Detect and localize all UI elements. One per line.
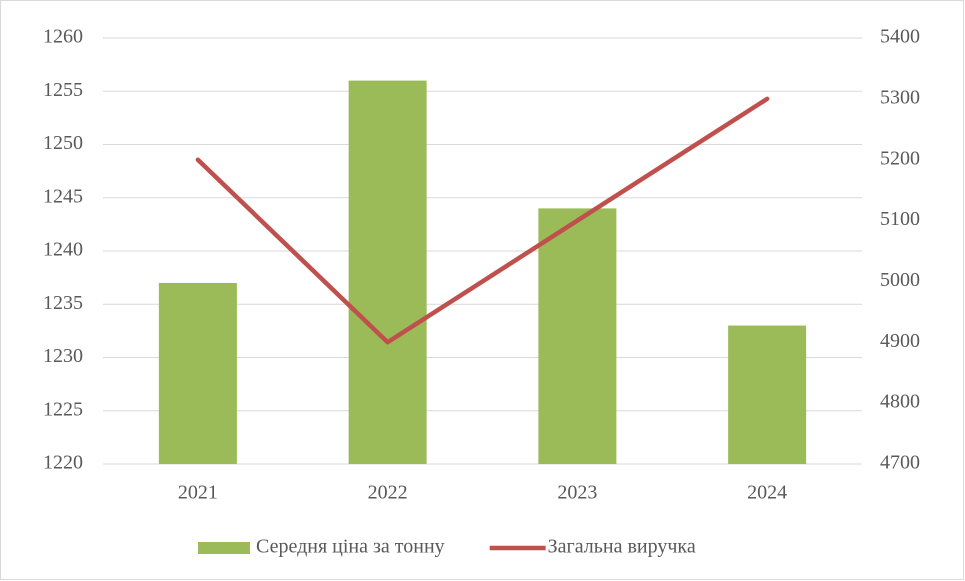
- legend-label: Загальна виручка: [548, 536, 696, 558]
- y2-tick-label: 5300: [880, 86, 920, 108]
- y-tick-label: 1235: [43, 292, 83, 314]
- y-tick-label: 1225: [43, 398, 83, 420]
- y2-tick-label: 5400: [880, 26, 920, 48]
- y-tick-label: 1245: [43, 185, 83, 207]
- bar: [728, 325, 807, 464]
- y2-tick-label: 4700: [880, 452, 920, 474]
- y-tick-label: 1220: [43, 452, 83, 474]
- y2-tick-label: 5100: [880, 208, 920, 230]
- y-tick-label: 1250: [43, 132, 83, 154]
- y2-tick-label: 5000: [880, 269, 920, 291]
- bar: [158, 282, 237, 464]
- y-tick-label: 1260: [43, 26, 83, 48]
- y-tick-label: 1255: [43, 79, 83, 101]
- y2-tick-label: 5200: [880, 147, 920, 169]
- y2-tick-label: 4800: [880, 391, 920, 413]
- x-tick-label: 2024: [747, 482, 787, 504]
- line: [195, 96, 770, 345]
- y-tick-label: 1230: [43, 345, 83, 367]
- y-tick-label: 1240: [43, 239, 83, 261]
- bar: [538, 208, 617, 464]
- legend-swatch: [198, 542, 250, 554]
- x-tick-label: 2023: [557, 482, 597, 504]
- x-tick-label: 2022: [368, 482, 408, 504]
- bar: [348, 80, 427, 464]
- legend-label: Середня ціна за тонну: [256, 536, 445, 558]
- y2-tick-label: 4900: [880, 330, 920, 352]
- x-tick-label: 2021: [178, 482, 218, 504]
